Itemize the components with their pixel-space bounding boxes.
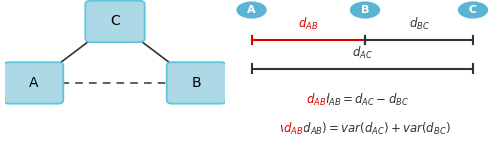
Text: $d_{AB}$: $d_{AB}$ xyxy=(298,16,318,32)
Text: B: B xyxy=(192,76,201,90)
Text: C: C xyxy=(469,5,477,15)
Text: $d_{BC}$: $d_{BC}$ xyxy=(408,16,430,32)
FancyBboxPatch shape xyxy=(4,62,64,104)
FancyBboxPatch shape xyxy=(166,62,226,104)
Text: $d_{AB} = d_{AC} - d_{BC}$: $d_{AB} = d_{AC} - d_{BC}$ xyxy=(321,92,409,108)
Ellipse shape xyxy=(350,1,380,19)
Ellipse shape xyxy=(458,1,488,19)
Text: $d_{AC}$: $d_{AC}$ xyxy=(352,45,372,61)
Ellipse shape xyxy=(236,1,267,19)
Text: C: C xyxy=(110,14,120,28)
FancyBboxPatch shape xyxy=(86,1,144,42)
Text: A: A xyxy=(248,5,256,15)
Text: $d_{AB}$: $d_{AB}$ xyxy=(306,92,326,108)
Text: $d_{AB}$: $d_{AB}$ xyxy=(284,121,304,137)
Text: $\mathit{var}(d_{AB}) = \mathit{var}(d_{AC}) + \mathit{var}(d_{BC})$: $\mathit{var}(d_{AB}) = \mathit{var}(d_{… xyxy=(279,121,451,137)
Text: A: A xyxy=(29,76,38,90)
Text: B: B xyxy=(361,5,369,15)
